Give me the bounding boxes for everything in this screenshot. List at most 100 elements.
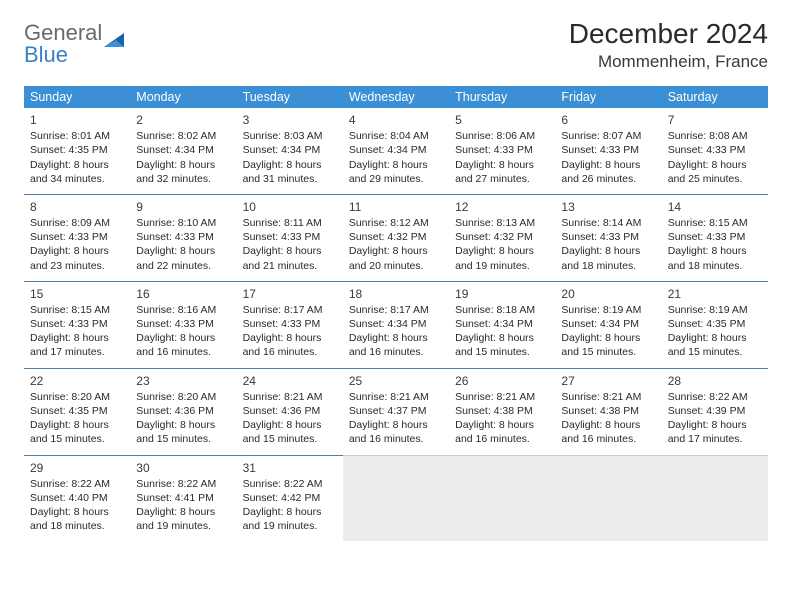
day-cell: 7Sunrise: 8:08 AMSunset: 4:33 PMDaylight… [662,108,768,194]
day-number: 6 [561,112,655,128]
sunset-text: Sunset: 4:34 PM [136,143,230,157]
sunrise-text: Sunrise: 8:20 AM [136,390,230,404]
daylight-text: and 18 minutes. [668,259,762,273]
day-cell: 22Sunrise: 8:20 AMSunset: 4:35 PMDayligh… [24,368,130,455]
sunrise-text: Sunrise: 8:18 AM [455,303,549,317]
daylight-text: Daylight: 8 hours [668,418,762,432]
empty-cell [662,455,768,541]
sunset-text: Sunset: 4:34 PM [455,317,549,331]
sunset-text: Sunset: 4:32 PM [349,230,443,244]
sunset-text: Sunset: 4:34 PM [349,143,443,157]
sunrise-text: Sunrise: 8:10 AM [136,216,230,230]
day-cell: 18Sunrise: 8:17 AMSunset: 4:34 PMDayligh… [343,281,449,368]
sunset-text: Sunset: 4:33 PM [136,317,230,331]
daylight-text: and 15 minutes. [561,345,655,359]
week-row: 29Sunrise: 8:22 AMSunset: 4:40 PMDayligh… [24,455,768,541]
sunrise-text: Sunrise: 8:21 AM [561,390,655,404]
daylight-text: and 16 minutes. [136,345,230,359]
day-number: 13 [561,199,655,215]
day-cell: 24Sunrise: 8:21 AMSunset: 4:36 PMDayligh… [237,368,343,455]
day-cell: 2Sunrise: 8:02 AMSunset: 4:34 PMDaylight… [130,108,236,194]
day-cell: 19Sunrise: 8:18 AMSunset: 4:34 PMDayligh… [449,281,555,368]
sunrise-text: Sunrise: 8:22 AM [243,477,337,491]
daylight-text: Daylight: 8 hours [30,418,124,432]
day-number: 20 [561,286,655,302]
day-number: 21 [668,286,762,302]
daylight-text: and 19 minutes. [243,519,337,533]
sunset-text: Sunset: 4:36 PM [136,404,230,418]
day-number: 2 [136,112,230,128]
sunset-text: Sunset: 4:33 PM [561,230,655,244]
day-cell: 17Sunrise: 8:17 AMSunset: 4:33 PMDayligh… [237,281,343,368]
sunrise-text: Sunrise: 8:02 AM [136,129,230,143]
week-row: 8Sunrise: 8:09 AMSunset: 4:33 PMDaylight… [24,194,768,281]
logo-line2: Blue [24,42,68,67]
daylight-text: and 15 minutes. [455,345,549,359]
day-number: 28 [668,373,762,389]
day-cell: 3Sunrise: 8:03 AMSunset: 4:34 PMDaylight… [237,108,343,194]
sunset-text: Sunset: 4:33 PM [243,230,337,244]
day-header: Tuesday [237,86,343,108]
day-header: Saturday [662,86,768,108]
daylight-text: and 32 minutes. [136,172,230,186]
sunrise-text: Sunrise: 8:19 AM [561,303,655,317]
sunset-text: Sunset: 4:33 PM [455,143,549,157]
day-number: 17 [243,286,337,302]
sunrise-text: Sunrise: 8:16 AM [136,303,230,317]
day-number: 18 [349,286,443,302]
sunset-text: Sunset: 4:38 PM [455,404,549,418]
sunset-text: Sunset: 4:33 PM [668,230,762,244]
day-cell: 28Sunrise: 8:22 AMSunset: 4:39 PMDayligh… [662,368,768,455]
daylight-text: and 25 minutes. [668,172,762,186]
daylight-text: Daylight: 8 hours [349,158,443,172]
sunset-text: Sunset: 4:33 PM [136,230,230,244]
empty-cell [343,455,449,541]
day-number: 29 [30,460,124,476]
daylight-text: Daylight: 8 hours [349,244,443,258]
triangle-icon [104,31,126,54]
daylight-text: Daylight: 8 hours [30,158,124,172]
week-row: 22Sunrise: 8:20 AMSunset: 4:35 PMDayligh… [24,368,768,455]
sunset-text: Sunset: 4:41 PM [136,491,230,505]
day-header-row: SundayMondayTuesdayWednesdayThursdayFrid… [24,86,768,108]
day-header: Sunday [24,86,130,108]
empty-cell [555,455,661,541]
sunset-text: Sunset: 4:33 PM [668,143,762,157]
daylight-text: Daylight: 8 hours [561,418,655,432]
day-header: Monday [130,86,236,108]
day-cell: 12Sunrise: 8:13 AMSunset: 4:32 PMDayligh… [449,194,555,281]
daylight-text: and 17 minutes. [30,345,124,359]
sunrise-text: Sunrise: 8:01 AM [30,129,124,143]
sunrise-text: Sunrise: 8:12 AM [349,216,443,230]
daylight-text: Daylight: 8 hours [30,331,124,345]
sunrise-text: Sunrise: 8:21 AM [455,390,549,404]
day-number: 7 [668,112,762,128]
day-number: 3 [243,112,337,128]
day-number: 22 [30,373,124,389]
daylight-text: Daylight: 8 hours [455,244,549,258]
day-number: 19 [455,286,549,302]
day-number: 30 [136,460,230,476]
week-row: 15Sunrise: 8:15 AMSunset: 4:33 PMDayligh… [24,281,768,368]
daylight-text: Daylight: 8 hours [349,418,443,432]
week-row: 1Sunrise: 8:01 AMSunset: 4:35 PMDaylight… [24,108,768,194]
empty-cell [449,455,555,541]
sunrise-text: Sunrise: 8:22 AM [136,477,230,491]
day-number: 8 [30,199,124,215]
daylight-text: and 18 minutes. [561,259,655,273]
sunrise-text: Sunrise: 8:20 AM [30,390,124,404]
sunrise-text: Sunrise: 8:11 AM [243,216,337,230]
sunset-text: Sunset: 4:38 PM [561,404,655,418]
day-number: 15 [30,286,124,302]
sunrise-text: Sunrise: 8:17 AM [349,303,443,317]
sunrise-text: Sunrise: 8:08 AM [668,129,762,143]
day-cell: 5Sunrise: 8:06 AMSunset: 4:33 PMDaylight… [449,108,555,194]
day-cell: 21Sunrise: 8:19 AMSunset: 4:35 PMDayligh… [662,281,768,368]
daylight-text: and 15 minutes. [136,432,230,446]
location: Mommenheim, France [569,52,768,72]
day-cell: 6Sunrise: 8:07 AMSunset: 4:33 PMDaylight… [555,108,661,194]
daylight-text: and 19 minutes. [136,519,230,533]
day-cell: 14Sunrise: 8:15 AMSunset: 4:33 PMDayligh… [662,194,768,281]
logo-text: General Blue [24,22,102,66]
daylight-text: Daylight: 8 hours [243,244,337,258]
